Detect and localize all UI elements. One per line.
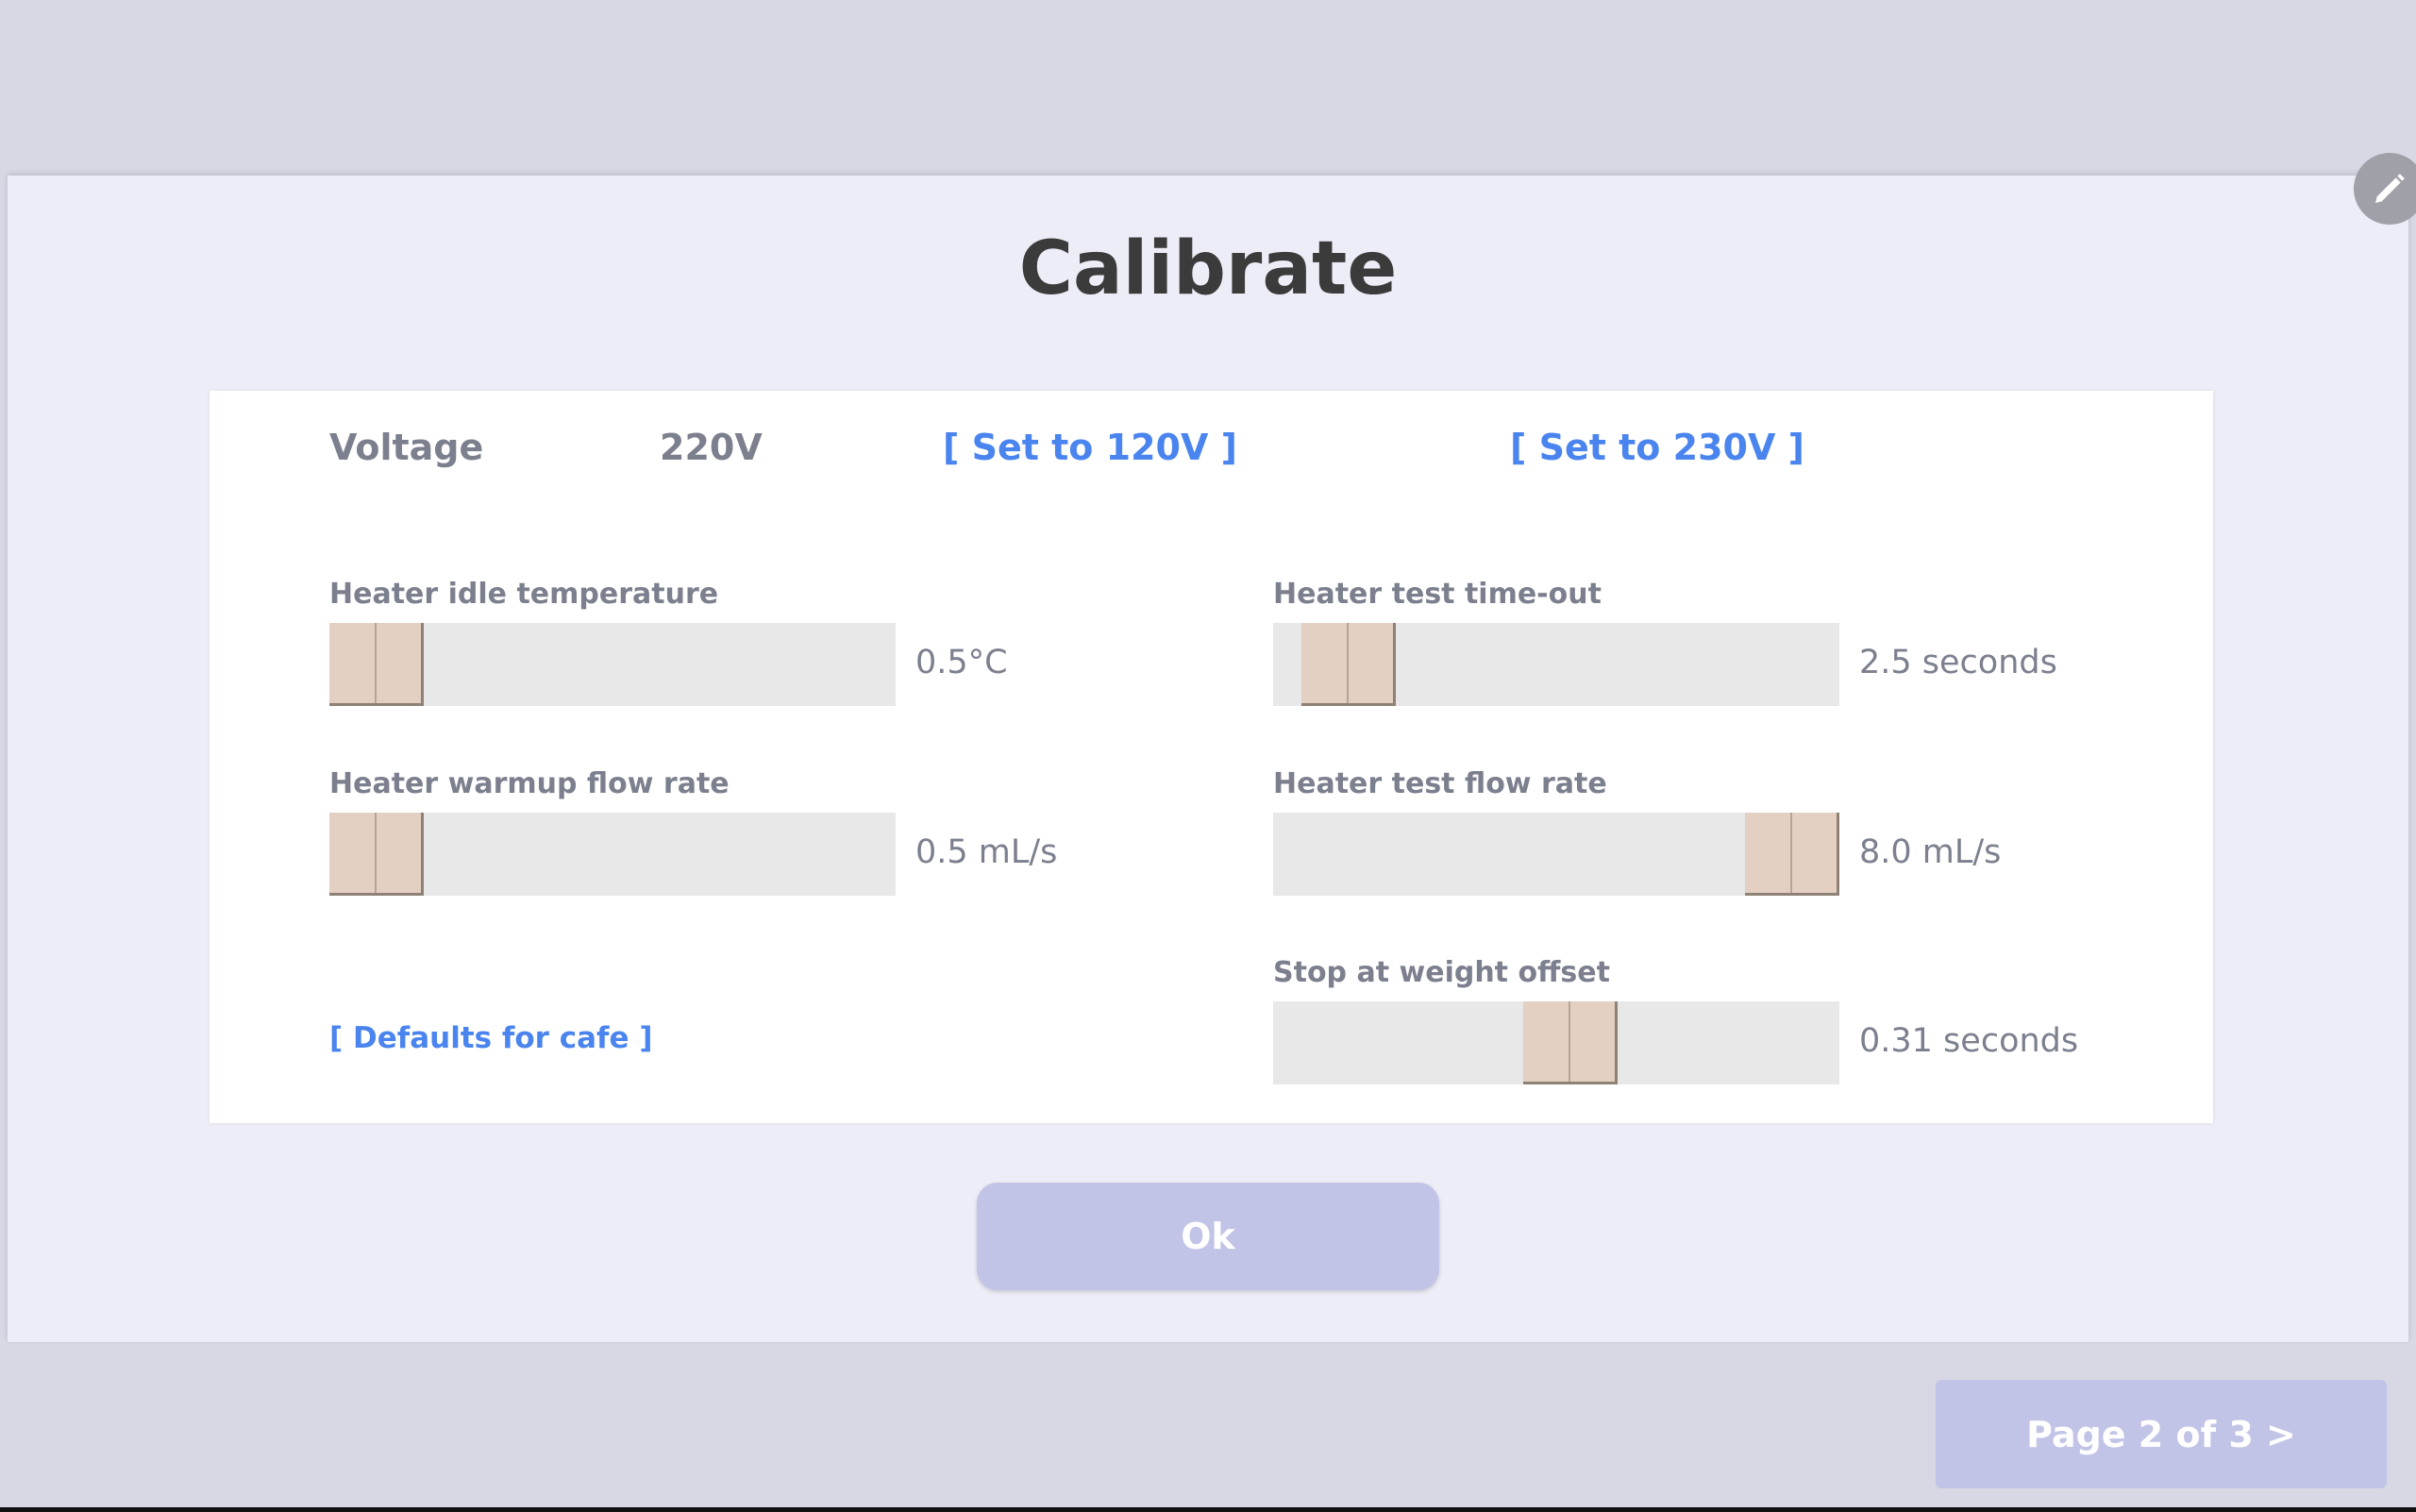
- ok-button[interactable]: Ok: [977, 1183, 1439, 1290]
- slider-track[interactable]: [329, 623, 896, 706]
- slider-track[interactable]: [329, 813, 896, 896]
- slider-value: 0.5°C: [915, 644, 1008, 681]
- slider-thumb[interactable]: [329, 813, 424, 896]
- slider-thumb[interactable]: [329, 623, 424, 706]
- slider-track[interactable]: [1273, 623, 1839, 706]
- slider-track[interactable]: [1273, 813, 1839, 896]
- slider-label: Heater test flow rate: [1273, 767, 1607, 800]
- slider-label: Heater idle temperature: [329, 578, 719, 611]
- voltage-value: 220V: [660, 427, 763, 468]
- voltage-label: Voltage: [329, 427, 484, 468]
- slider-value: 0.31 seconds: [1859, 1022, 2079, 1060]
- slider-value: 8.0 mL/s: [1859, 833, 2002, 871]
- bottom-bar: [0, 1507, 2416, 1512]
- slider-track[interactable]: [1273, 1001, 1839, 1084]
- next-page-button[interactable]: Page 2 of 3 >: [1936, 1380, 2387, 1488]
- slider-label: Heater test time-out: [1273, 578, 1602, 611]
- settings-panel: [210, 391, 2213, 1123]
- set-230v-link[interactable]: [ Set to 230V ]: [1510, 427, 1804, 468]
- edit-button[interactable]: [2354, 153, 2416, 225]
- slider-thumb[interactable]: [1745, 813, 1839, 896]
- slider-value: 0.5 mL/s: [915, 833, 1058, 871]
- page-title: Calibrate: [1018, 227, 1398, 311]
- slider-value: 2.5 seconds: [1859, 644, 2057, 681]
- set-120v-link[interactable]: [ Set to 120V ]: [943, 427, 1237, 468]
- pencil-icon: [2375, 174, 2405, 203]
- slider-label: Stop at weight offset: [1273, 956, 1610, 989]
- defaults-for-cafe-link[interactable]: [ Defaults for cafe ]: [329, 1021, 653, 1055]
- slider-label: Heater warmup flow rate: [329, 767, 730, 800]
- slider-thumb[interactable]: [1301, 623, 1396, 706]
- slider-thumb[interactable]: [1523, 1001, 1618, 1084]
